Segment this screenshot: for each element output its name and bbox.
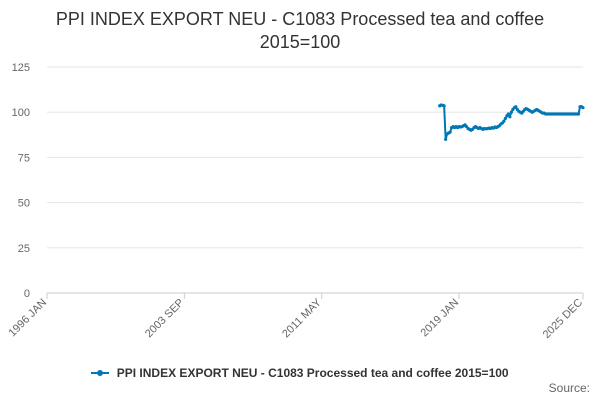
- data-point-0-7: [448, 130, 452, 134]
- y-tick-label-100: 100: [12, 107, 30, 119]
- x-tick-label-3: 2019 JAN: [419, 297, 462, 340]
- data-point-0-46: [506, 112, 510, 116]
- series-line-0: [439, 103, 584, 141]
- x-tick-label-2: 2011 MAY: [280, 296, 324, 340]
- chart-subtitle: 2015=100: [259, 32, 341, 52]
- data-point-0-96: [581, 106, 585, 110]
- data-point-0-51: [514, 105, 518, 109]
- data-point-0-47: [508, 115, 512, 119]
- y-tick-label-125: 125: [12, 62, 30, 74]
- x-tick-label-4: 2025 DEC: [541, 297, 585, 341]
- y-tick-label-75: 75: [18, 152, 30, 164]
- chart-legend[interactable]: PPI INDEX EXPORT NEU - C1083 Processed t…: [0, 365, 600, 380]
- data-point-0-93: [576, 112, 581, 116]
- legend-series-marker-icon: [91, 368, 110, 378]
- y-tick-label-25: 25: [18, 243, 30, 255]
- data-point-0-43: [502, 119, 506, 123]
- source-label: Source:: [548, 381, 590, 395]
- x-tick-label-0: 1996 JAN: [6, 297, 49, 340]
- y-tick-label-50: 50: [18, 198, 30, 210]
- y-tick-label-0: 0: [24, 288, 30, 300]
- data-point-0-44: [503, 116, 507, 121]
- data-point-0-48: [509, 110, 513, 114]
- chart-title: PPI INDEX EXPORT NEU - C1083 Processed t…: [55, 9, 545, 29]
- data-point-0-4: [444, 137, 448, 141]
- legend-series-label: PPI INDEX EXPORT NEU - C1083 Processed t…: [116, 365, 509, 380]
- chart-title-block: PPI INDEX EXPORT NEU - C1083 Processed t…: [0, 8, 600, 54]
- x-tick-label-1: 2003 SEP: [143, 297, 187, 341]
- data-point-0-3: [442, 104, 446, 108]
